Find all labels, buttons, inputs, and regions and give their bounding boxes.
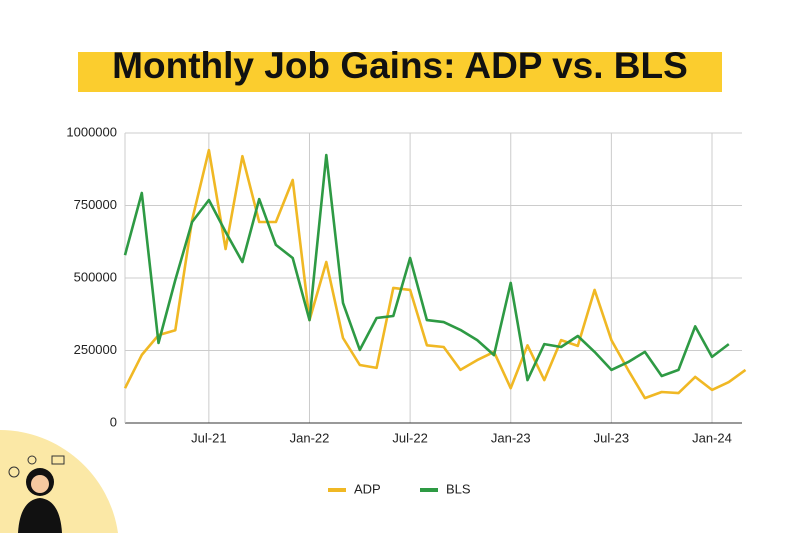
- chart-title: Monthly Job Gains: ADP vs. BLS: [112, 45, 688, 86]
- y-tick-label: 250000: [74, 342, 117, 357]
- x-tick-label: Jul-22: [392, 430, 427, 445]
- y-tick-label: 0: [110, 414, 117, 429]
- legend-label: ADP: [354, 481, 381, 496]
- x-tick-label: Jul-21: [191, 430, 226, 445]
- y-tick-label: 500000: [74, 269, 117, 284]
- y-tick-label: 750000: [74, 197, 117, 212]
- legend-label: BLS: [446, 481, 471, 496]
- x-tick-label: Jan-23: [491, 430, 531, 445]
- y-tick-label: 1000000: [66, 124, 117, 139]
- series-line: [123, 153, 730, 382]
- title-highlight: [78, 52, 722, 92]
- x-tick-label: Jul-23: [594, 430, 629, 445]
- series-line: [123, 148, 747, 400]
- x-tick-label: Jan-24: [692, 430, 732, 445]
- decor-icon: [0, 430, 118, 533]
- x-tick-label: Jan-22: [290, 430, 330, 445]
